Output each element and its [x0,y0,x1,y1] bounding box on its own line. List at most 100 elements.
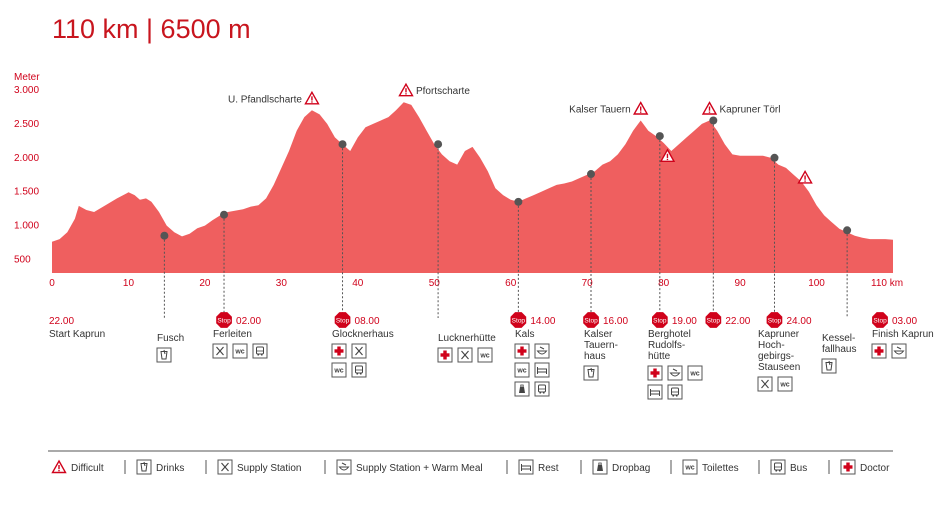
supply-icon [212,343,228,359]
station: Lucknerhütte wc [437,333,496,363]
station-time: 24.00 [786,316,811,327]
station: Stop 22.00 [705,312,751,328]
bus-icon [534,381,550,397]
station: Kessel-fallhaus [821,333,856,374]
x-tick-label: 60 [505,278,517,289]
rest-icon [534,362,550,378]
stop-sign-label: Stop [512,318,526,325]
dropbag-icon [514,381,530,397]
legend-item-bus: Bus [758,459,807,475]
elevation-profile-area [52,102,893,273]
peak-label: Kapruner Törl [720,105,781,116]
page-title: 110 km | 6500 m [52,14,251,44]
peak-label: Pfortscharte [416,86,470,97]
y-axis-label: Meter [14,72,40,83]
dropbag-icon [592,459,608,475]
bus-icon [252,343,268,359]
svg-text:wc: wc [234,349,244,356]
stop-sign-icon: Stop [872,312,888,328]
x-tick-label: 90 [735,278,747,289]
rest-icon [647,384,663,400]
station: 22.00 Start Kaprun [49,316,105,340]
meal-icon [534,343,550,359]
wc-icon: wc [232,343,248,359]
y-tick-label: 3.000 [14,85,39,96]
drinks-icon [821,358,837,374]
y-tick-label: 2.500 [14,119,39,130]
legend-label: Drinks [156,463,184,474]
station: Stop 08.00 Glocknerhaus wc [331,312,394,378]
svg-text:wc: wc [779,382,789,389]
station-name: Lucknerhütte [438,333,496,344]
station-marker [709,116,718,125]
svg-text:wc: wc [689,371,699,378]
supply-icon [351,343,367,359]
station-name: Kapruner [758,329,800,340]
station-time: 19.00 [672,316,697,327]
station-time: 22.00 [49,316,74,327]
stop-sign-icon: Stop [583,312,599,328]
legend-label: Dropbag [612,463,650,474]
legend-item-difficult: Difficult [51,459,104,474]
stop-sign-label: Stop [873,318,887,325]
y-tick-label: 1.000 [14,221,39,232]
legend-item-meal: Supply Station + Warm Meal [324,459,483,475]
station-marker [770,153,779,162]
stop-sign-label: Stop [707,318,721,325]
station-name: Hoch- [758,340,785,351]
station-name: fallhaus [822,344,856,355]
supply-icon [217,459,233,475]
drinks-icon [136,459,152,475]
drinks-icon [583,365,599,381]
doctor-icon [331,343,347,359]
wc-icon: wc [514,362,530,378]
station-marker [220,210,229,219]
stop-sign-label: Stop [768,318,782,325]
x-tick-label: 80 [658,278,670,289]
station-marker [514,197,523,206]
peak-warning-icon [398,82,414,97]
doctor-icon [840,459,856,475]
station-name: Kalser [584,329,613,340]
station-marker [843,226,852,235]
difficult-section-icon [659,148,676,162]
station-name: Start Kaprun [49,329,105,340]
station-marker [434,140,443,149]
x-tick-label: 110 km [871,278,903,289]
x-tick-label: 70 [582,278,594,289]
x-tick-label: 40 [352,278,364,289]
meal-icon [891,343,907,359]
legend-item-rest: Rest [506,459,559,475]
meal-icon [667,365,683,381]
difficult-icon [51,459,67,474]
supply-icon [757,376,773,392]
stop-sign-icon: Stop [334,312,351,328]
stop-sign-label: Stop [217,318,231,325]
peak-warning-icon [701,101,718,115]
station-time: 22.00 [725,316,750,327]
x-tick-label: 10 [123,278,135,289]
legend-label: Supply Station [237,463,302,474]
wc-icon: wc [687,365,703,381]
station-name: Finish Kaprun [872,329,934,340]
stop-sign-icon: Stop [510,312,527,328]
station: Stop 02.00 Ferleiten wc [212,312,268,359]
station-time: 08.00 [355,316,380,327]
stop-sign-label: Stop [584,318,598,325]
wc-icon: wc [777,376,793,392]
difficult-section-icon [797,170,813,184]
svg-text:wc: wc [479,353,489,360]
station: Stop 14.00 Kals wc [510,312,556,397]
svg-text:wc: wc [516,368,526,375]
station-name: gebirgs- [758,351,794,362]
stop-sign-label: Stop [653,318,667,325]
station-time: 14.00 [530,316,555,327]
station-time: 03.00 [892,316,917,327]
peak-warning-icon [633,101,649,115]
station-name: Stauseen [758,362,800,373]
legend-label: Difficult [71,463,104,474]
station-name: Rudolfs- [648,340,685,351]
